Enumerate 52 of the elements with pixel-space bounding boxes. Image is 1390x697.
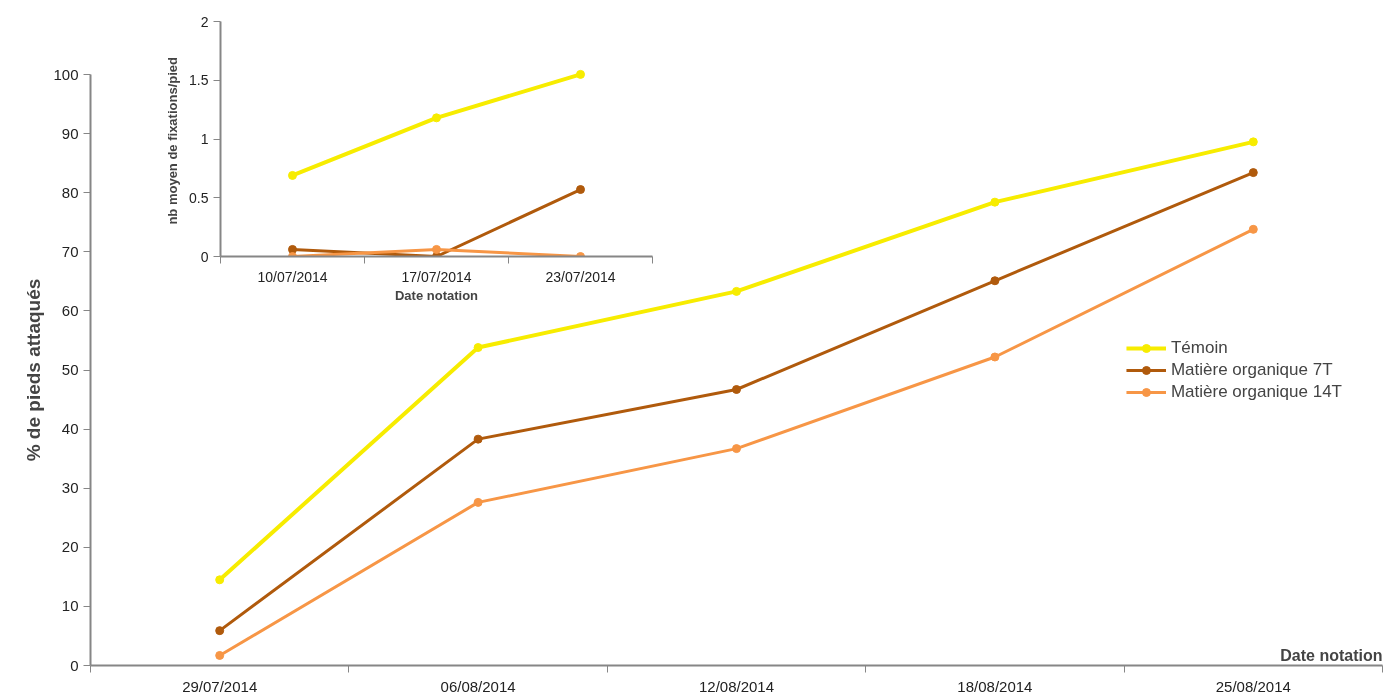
legend-label: Matière organique 7T: [1170, 359, 1333, 380]
y-tick-label: 30: [61, 479, 79, 497]
y-tick-label: 100: [53, 65, 79, 83]
y-tick-label: 80: [61, 183, 79, 201]
point: [990, 352, 1000, 362]
y-tick-label: 1: [200, 131, 209, 147]
y-tick-label: 20: [61, 538, 79, 556]
point: [990, 276, 1000, 286]
y-tick-label: 50: [61, 361, 79, 378]
point: [576, 185, 585, 195]
x-tick-label: 18/08/2014: [957, 677, 1033, 695]
point: [432, 113, 441, 123]
point: [732, 385, 741, 394]
point: [215, 650, 225, 660]
point: [215, 626, 225, 636]
y-tick-label: 1.5: [189, 72, 209, 89]
point: [473, 343, 483, 353]
point: [473, 497, 483, 507]
x-tick-label: 25/08/2014: [1215, 677, 1291, 695]
point: [1248, 224, 1258, 234]
point: [990, 197, 1000, 207]
y-tick-label: 0.5: [189, 189, 209, 206]
point: [288, 244, 297, 254]
y-tick-label: 60: [61, 301, 79, 319]
x-tick-label: 17/07/2014: [401, 268, 472, 285]
x-tick-label: 29/07/2014: [182, 677, 258, 695]
y-tick-label: 0: [200, 248, 209, 265]
y-tick-label: 70: [61, 242, 79, 260]
y-axis-title: % de pieds attaqués: [23, 278, 45, 462]
x-tick-label: 10/07/2014: [257, 268, 328, 285]
y-tick-label: 10: [61, 597, 79, 615]
x-axis-title: Date notation: [394, 287, 479, 303]
point: [215, 575, 225, 585]
point: [732, 286, 741, 296]
point: [1248, 137, 1258, 147]
y-axis-title: nb moyen de fixations/pied: [165, 56, 181, 225]
y-tick-label: 0: [70, 656, 79, 674]
point: [288, 170, 297, 180]
point: [576, 69, 585, 79]
y-tick-label: 40: [61, 420, 79, 438]
y-tick-label: 2: [200, 13, 209, 30]
legend-label: Matière organique 14T: [1170, 381, 1342, 402]
x-tick-label: 06/08/2014: [440, 677, 516, 695]
point: [732, 444, 741, 454]
point: [1248, 168, 1258, 178]
y-tick-label: 90: [61, 124, 79, 142]
x-axis-title: Date notation: [1280, 646, 1383, 664]
x-tick-label: 12/08/2014: [698, 677, 775, 695]
point: [473, 434, 483, 444]
legend-label: Témoin: [1170, 337, 1228, 358]
x-tick-label: 23/07/2014: [545, 268, 616, 285]
point: [432, 244, 441, 254]
